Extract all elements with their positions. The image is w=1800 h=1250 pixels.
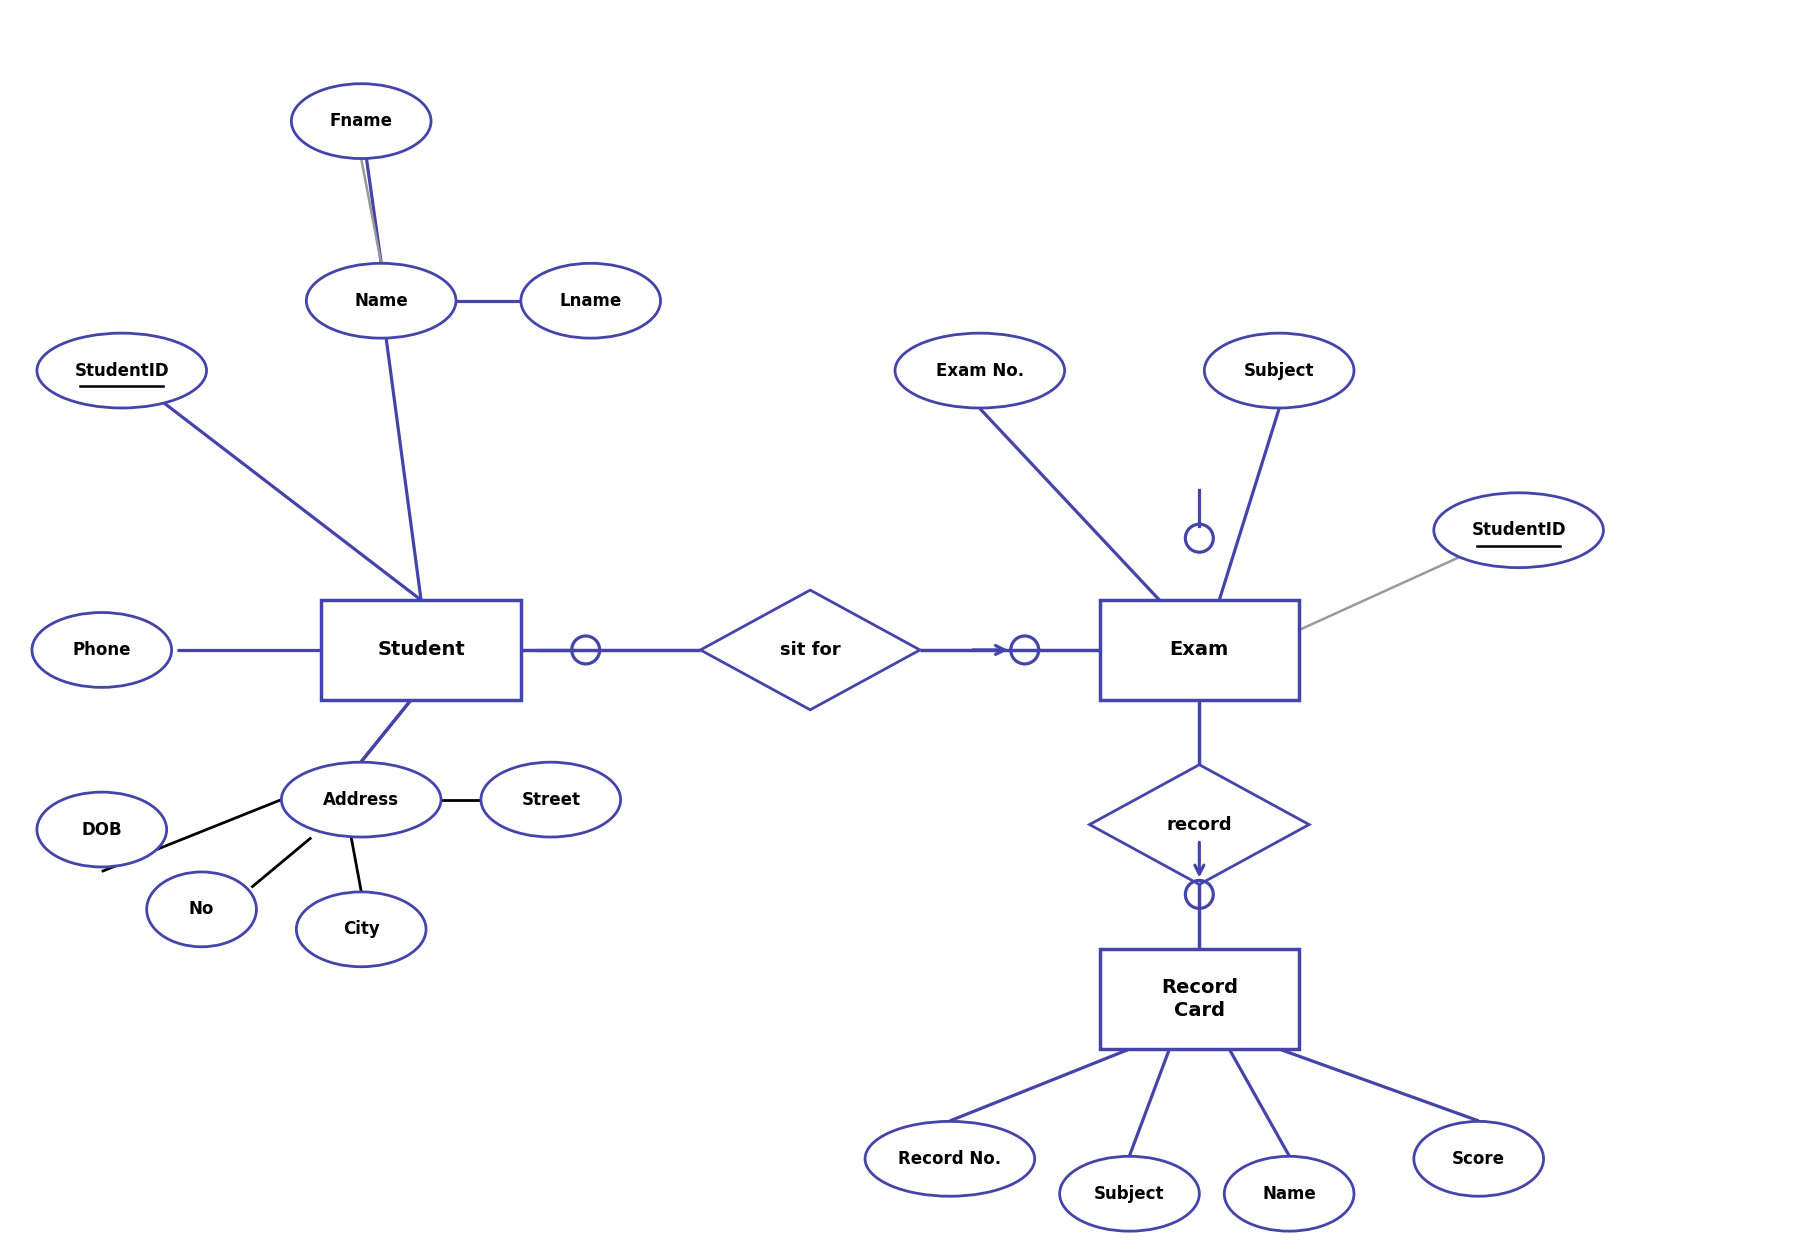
Text: Subject: Subject	[1244, 361, 1314, 380]
Ellipse shape	[146, 872, 256, 946]
Text: Exam: Exam	[1170, 640, 1229, 660]
Text: record: record	[1166, 815, 1233, 834]
Text: Exam No.: Exam No.	[936, 361, 1024, 380]
Ellipse shape	[520, 264, 661, 339]
Ellipse shape	[895, 334, 1064, 408]
Text: No: No	[189, 900, 214, 919]
Ellipse shape	[1060, 1156, 1199, 1231]
Text: Subject: Subject	[1094, 1185, 1165, 1202]
Text: Student: Student	[378, 640, 464, 660]
Text: StudentID: StudentID	[74, 361, 169, 380]
Text: Record No.: Record No.	[898, 1150, 1001, 1168]
Ellipse shape	[1204, 334, 1354, 408]
Text: Fname: Fname	[329, 112, 392, 130]
Text: Name: Name	[1262, 1185, 1316, 1202]
Text: DOB: DOB	[81, 820, 122, 839]
Ellipse shape	[292, 84, 430, 159]
Text: Phone: Phone	[72, 641, 131, 659]
Text: Record
Card: Record Card	[1161, 978, 1238, 1020]
Text: sit for: sit for	[779, 641, 841, 659]
Polygon shape	[1089, 765, 1309, 885]
Bar	[320, 600, 520, 700]
Text: Name: Name	[355, 291, 409, 310]
Bar	[1100, 949, 1300, 1049]
Ellipse shape	[32, 612, 171, 688]
Ellipse shape	[866, 1121, 1035, 1196]
Ellipse shape	[1224, 1156, 1354, 1231]
Ellipse shape	[306, 264, 455, 339]
Text: Address: Address	[324, 790, 400, 809]
Ellipse shape	[1435, 492, 1604, 568]
Ellipse shape	[38, 792, 167, 867]
Text: Lname: Lname	[560, 291, 621, 310]
Text: StudentID: StudentID	[1471, 521, 1566, 539]
Bar	[1100, 600, 1300, 700]
Text: City: City	[342, 920, 380, 939]
Ellipse shape	[38, 334, 207, 408]
Text: Street: Street	[522, 790, 580, 809]
Text: Score: Score	[1453, 1150, 1505, 1168]
Ellipse shape	[481, 762, 621, 838]
Ellipse shape	[297, 892, 427, 966]
Polygon shape	[700, 590, 920, 710]
Ellipse shape	[281, 762, 441, 838]
Ellipse shape	[1413, 1121, 1544, 1196]
